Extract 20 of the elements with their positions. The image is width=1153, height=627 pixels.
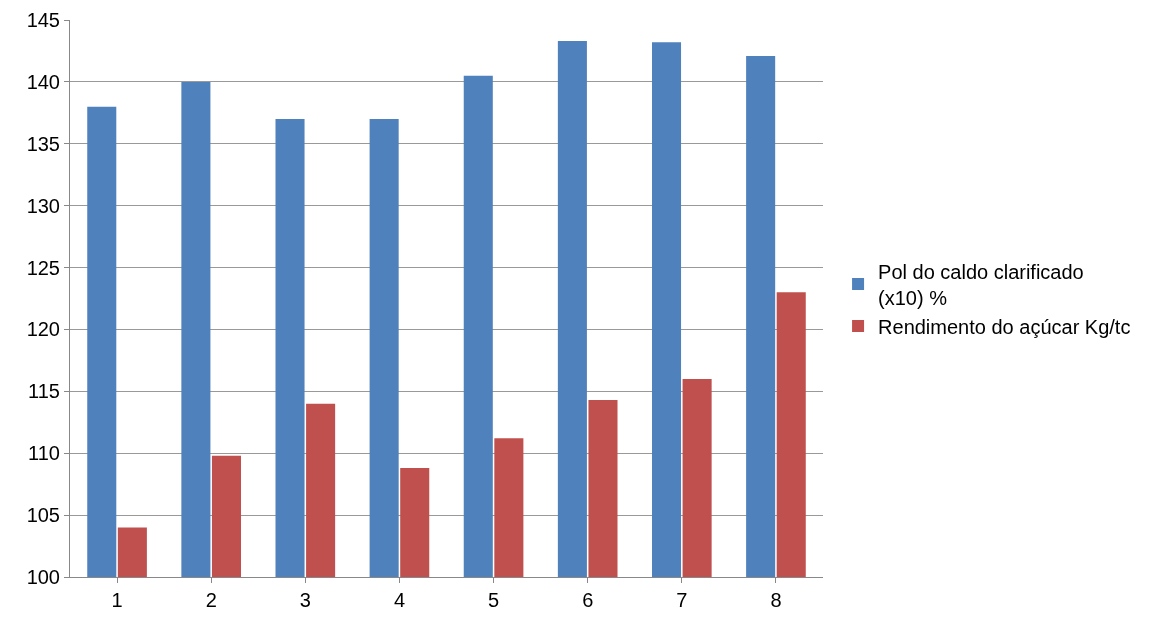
legend-label: Rendimento do açúcar Kg/tc [878, 315, 1131, 338]
x-tick-label: 7 [676, 589, 688, 611]
y-tick-label: 125 [26, 256, 60, 279]
y-tick-label: 140 [26, 70, 60, 93]
y-tick-label: 105 [26, 504, 60, 527]
x-tick-label: 1 [111, 589, 123, 611]
x-tick-label: 5 [488, 589, 500, 611]
y-tick-label: 110 [28, 442, 60, 465]
y-tick-label: 115 [28, 380, 60, 403]
y-tick-label: 130 [26, 194, 60, 217]
x-tick-label: 6 [582, 589, 594, 611]
x-tick-label: 8 [770, 589, 782, 611]
y-tick-label: 135 [26, 132, 60, 155]
x-tick-label: 4 [393, 589, 405, 611]
legend-label: Pol do caldo clarificado (x10) % [878, 260, 1084, 309]
y-tick-label: 100 [26, 566, 60, 588]
x-tick-label: 3 [299, 589, 311, 611]
y-tick-label: 120 [26, 318, 60, 341]
x-tick-label: 2 [205, 589, 217, 611]
y-tick-label: 145 [26, 9, 60, 31]
